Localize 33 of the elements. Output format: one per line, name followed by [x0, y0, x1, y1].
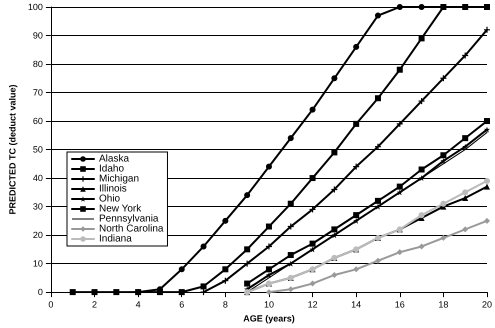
legend-label: Pennsylvania	[99, 214, 159, 224]
x-tick-label: 8	[222, 300, 228, 310]
x-tick-label: 0	[48, 300, 54, 310]
y-tick-label: 10	[32, 258, 43, 269]
legend-label: North Carolina	[99, 224, 164, 234]
y-tick-label: 90	[32, 30, 43, 41]
x-tick-label: 6	[179, 300, 184, 310]
legend-label: Ohio	[99, 194, 121, 204]
y-tick-label: 0	[38, 287, 43, 298]
x-tick-label: 18	[438, 300, 448, 310]
legend-label: New York	[99, 204, 142, 214]
legend-label: Illinois	[99, 184, 127, 194]
x-tick-label: 14	[351, 300, 362, 310]
y-tick-label: 100	[28, 2, 43, 12]
y-tick-label: 40	[32, 173, 43, 184]
y-tick-label: 20	[32, 230, 43, 240]
y-tick-label: 80	[32, 59, 43, 70]
y-tick-label: 30	[32, 202, 43, 212]
y-tick-label: 60	[32, 116, 43, 126]
legend-label: Idaho	[99, 164, 124, 174]
x-tick-label: 2	[92, 300, 98, 310]
legend-label: Alaska	[99, 154, 130, 164]
x-axis-title: AGE (years)	[243, 314, 295, 324]
x-tick-label: 12	[308, 300, 318, 310]
legend-label: Michigan	[99, 174, 140, 184]
y-axis-title: PREDICTED TC (deduct value)	[8, 84, 18, 215]
x-tick-label: 4	[136, 300, 141, 310]
x-tick-label: 16	[394, 300, 405, 310]
y-tick-label: 50	[32, 144, 43, 155]
legend-label: Indiana	[99, 234, 132, 244]
y-tick-label: 70	[32, 88, 43, 98]
x-tick-label: 20	[482, 300, 492, 310]
x-tick-label: 10	[264, 300, 274, 310]
